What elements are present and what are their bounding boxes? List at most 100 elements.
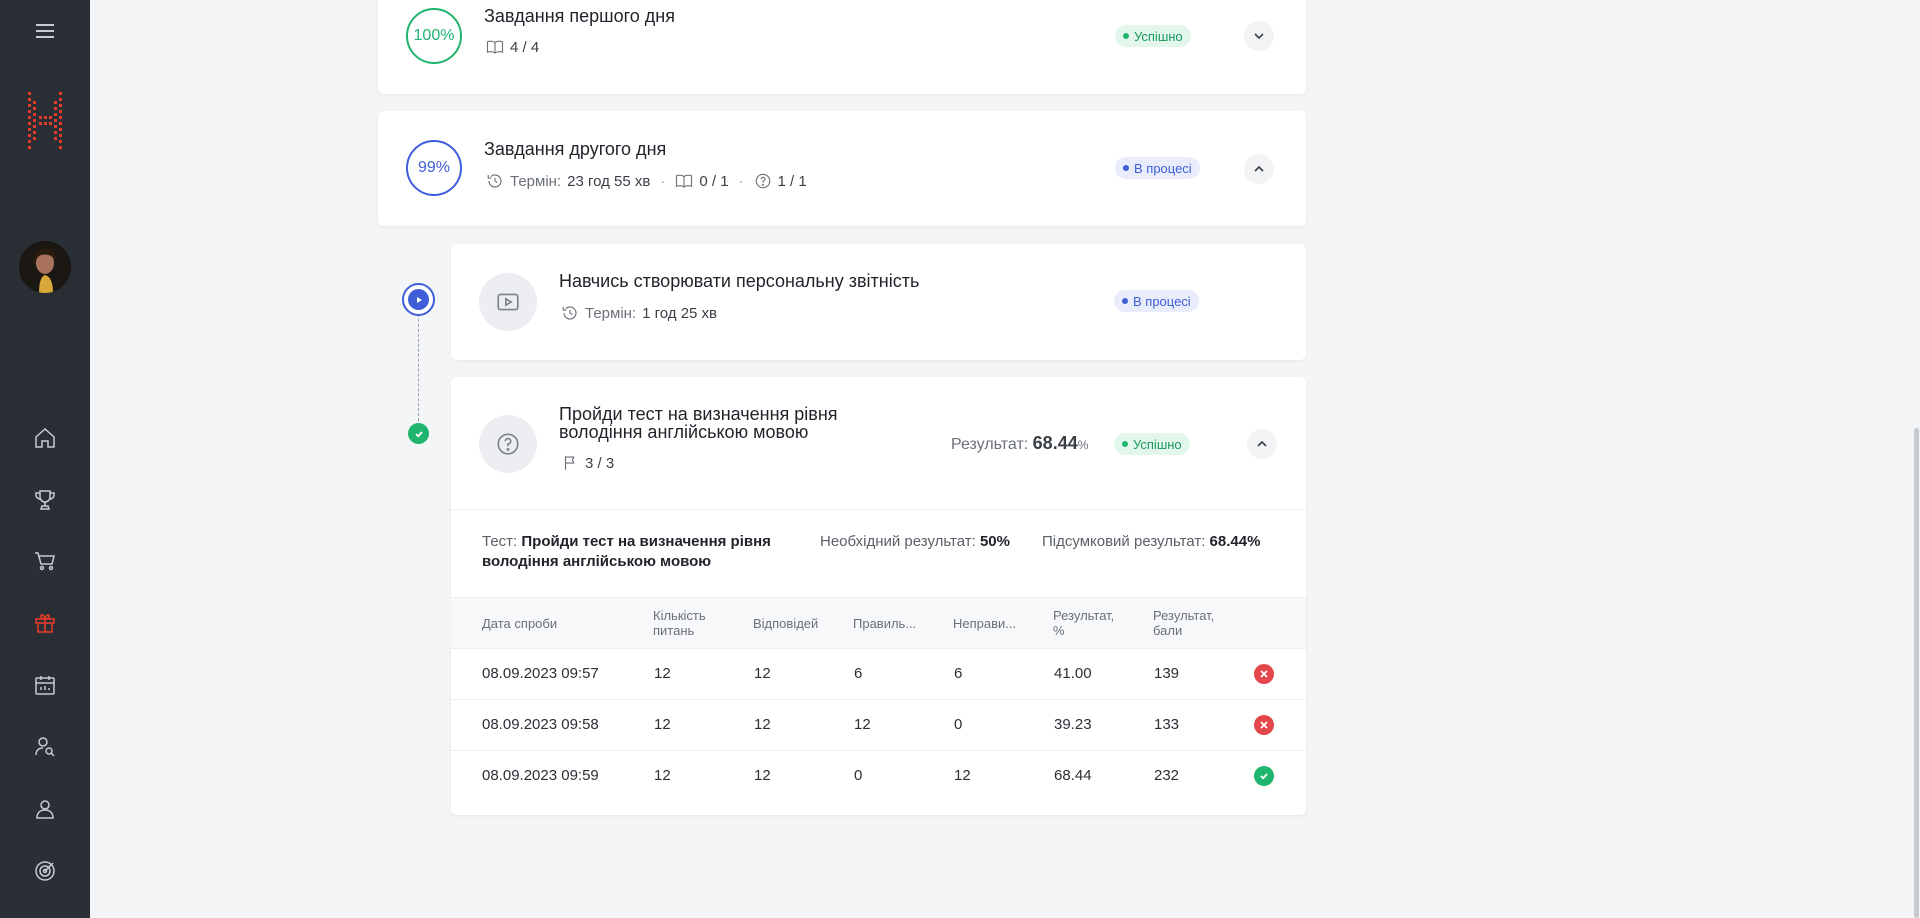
result-unit: %	[1077, 438, 1089, 452]
lessons-count: 4 / 4	[510, 38, 540, 56]
cell-result-pct: 39.23	[1054, 716, 1092, 733]
th-correct: Правиль...	[853, 616, 917, 631]
cell-result-pct: 68.44	[1054, 767, 1092, 784]
task-meta: 4 / 4	[486, 38, 539, 56]
subtask-meta: 3 / 3	[561, 454, 614, 472]
user-search-icon[interactable]	[25, 727, 65, 767]
timeline-play-icon	[402, 283, 435, 316]
task-card-day2[interactable]: 99% Завдання другого дня Термін: 23 год …	[378, 111, 1306, 226]
deadline-label: Термін:	[585, 304, 637, 322]
subtask-title-line1: Пройди тест на визначення рівня	[559, 404, 838, 424]
cell-correct: 0	[854, 767, 863, 784]
cell-incorrect: 12	[954, 767, 971, 784]
fail-icon	[1254, 664, 1274, 684]
question-icon	[755, 173, 770, 189]
calendar-icon[interactable]	[25, 665, 65, 705]
required-result-info: Необхідний результат: 50%	[820, 533, 1010, 550]
cell-result-pts: 133	[1154, 716, 1180, 733]
th-answers: Відповідей	[753, 616, 819, 631]
task-title: Завдання другого дня	[484, 139, 667, 159]
cell-date: 08.09.2023 09:58	[482, 716, 599, 733]
subtask-card-video[interactable]: Навчись створювати персональну звітність…	[451, 244, 1306, 360]
home-icon[interactable]	[25, 418, 65, 458]
flag-icon	[564, 456, 575, 470]
history-icon	[487, 174, 502, 188]
th-result-pct: Результат,%	[1053, 608, 1115, 638]
book-icon	[486, 40, 504, 54]
chevron-up-icon[interactable]	[1247, 429, 1277, 459]
deadline-value: 1 год 25 хв	[642, 304, 718, 322]
table-row: 08.09.2023 09:57 12 12 6 6 41.00 139	[451, 649, 1306, 700]
fail-icon	[1254, 715, 1274, 735]
attempts-table-header: Дата спроби Кількість питань Відповідей П…	[451, 597, 1306, 649]
cell-result-pts: 232	[1154, 767, 1180, 784]
timeline-connector	[418, 314, 419, 426]
cell-date: 08.09.2023 09:57	[482, 665, 599, 682]
progress-percent: 100%	[413, 27, 455, 44]
cell-incorrect: 0	[954, 716, 963, 733]
task-title: Завдання першого дня	[484, 6, 675, 26]
timeline-check-icon	[408, 423, 429, 444]
gift-icon[interactable]	[25, 603, 65, 643]
status-badge: Успішно	[1115, 25, 1191, 47]
chevron-down-icon[interactable]	[1244, 21, 1274, 51]
sidebar	[0, 0, 90, 918]
deadline-label: Термін:	[510, 172, 562, 190]
test-name-info: Тест: Пройди тест на визначення рівня во…	[482, 533, 771, 570]
book-icon	[676, 174, 693, 188]
status-badge: В процесі	[1115, 157, 1200, 179]
cart-icon[interactable]	[25, 541, 65, 581]
user-icon[interactable]	[25, 789, 65, 829]
attempts-count: 3 / 3	[585, 454, 615, 472]
deadline-value: 23 год 55 хв	[567, 172, 651, 190]
task-meta: Термін: 23 год 55 хв · 0 / 1 · 1 / 1	[486, 172, 807, 190]
progress-ring: 99%	[406, 140, 462, 196]
cell-answers: 12	[754, 716, 771, 733]
status-badge: В процесі	[1114, 290, 1199, 312]
cell-result-pct: 41.00	[1054, 665, 1092, 682]
status-badge: Успішно	[1114, 433, 1190, 455]
th-result-pts: Результат, бали	[1153, 608, 1215, 638]
progress-ring: 100%	[406, 8, 462, 64]
subtask-title: Навчись створювати персональну звітність	[559, 271, 920, 291]
result-summary: Результат: 68.44%	[951, 433, 1088, 454]
th-date: Дата спроби	[482, 616, 558, 631]
result-value: 68.44	[1032, 433, 1078, 453]
table-row: 08.09.2023 09:58 12 12 12 0 39.23 133	[451, 700, 1306, 751]
cell-answers: 12	[754, 665, 771, 682]
subtask-title: Пройди тест на визначення рівня володінн…	[559, 405, 838, 441]
cell-questions: 12	[654, 665, 671, 682]
trophy-icon[interactable]	[25, 480, 65, 520]
avatar[interactable]	[19, 241, 71, 293]
cell-correct: 12	[854, 716, 871, 733]
cell-correct: 6	[854, 665, 863, 682]
target-icon[interactable]	[25, 851, 65, 891]
scrollbar-track[interactable]	[1912, 0, 1920, 918]
cell-date: 08.09.2023 09:59	[482, 767, 599, 784]
cell-incorrect: 6	[954, 665, 963, 682]
th-questions: Кількість питань	[653, 608, 706, 638]
result-label: Результат:	[951, 436, 1029, 453]
success-icon	[1254, 766, 1274, 786]
scrollbar-thumb[interactable]	[1914, 428, 1919, 918]
history-icon	[562, 306, 577, 320]
tests-count: 1 / 1	[777, 172, 807, 190]
subtask-title-line2: володіння англійською мовою	[559, 422, 809, 442]
progress-percent: 99%	[417, 159, 451, 176]
th-incorrect: Неправи...	[953, 616, 1017, 631]
cell-answers: 12	[754, 767, 771, 784]
lessons-count: 0 / 1	[699, 172, 729, 190]
table-row: 08.09.2023 09:59 12 12 0 12 68.44 232	[451, 751, 1306, 802]
menu-icon[interactable]	[25, 11, 65, 51]
cell-questions: 12	[654, 767, 671, 784]
brand-logo[interactable]	[26, 92, 64, 152]
final-result-info: Підсумковий результат: 68.44%	[1042, 533, 1261, 550]
subtask-card-test: Пройди тест на визначення рівня володінн…	[451, 377, 1306, 815]
chevron-up-icon[interactable]	[1244, 154, 1274, 184]
cell-questions: 12	[654, 716, 671, 733]
task-card-day1[interactable]: 100% Завдання першого дня 4 / 4 Успішно	[378, 0, 1306, 94]
cell-result-pts: 139	[1154, 665, 1180, 682]
question-icon	[479, 415, 537, 473]
subtask-meta: Термін: 1 год 25 хв	[561, 304, 717, 322]
video-icon	[479, 273, 537, 331]
